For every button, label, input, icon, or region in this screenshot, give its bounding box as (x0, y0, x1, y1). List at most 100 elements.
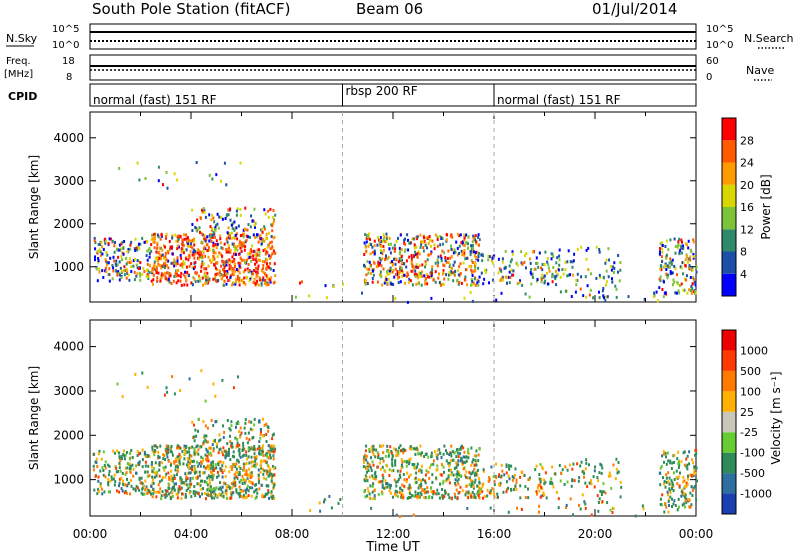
echo-cell (680, 282, 683, 286)
echo-cell (442, 263, 445, 267)
echo-cell (167, 486, 170, 490)
echo-cell (206, 235, 209, 239)
echo-cell (450, 255, 453, 259)
echo-cell (398, 252, 401, 256)
echo-cell (265, 264, 268, 268)
echo-cell (425, 452, 428, 456)
echo-cell (224, 482, 227, 486)
echo-cell (160, 257, 163, 261)
echo-cell (627, 295, 630, 299)
echo-cell (583, 471, 586, 475)
echo-cell (459, 447, 462, 451)
echo-cell (462, 243, 465, 247)
echo-cell (460, 241, 463, 245)
echo-cell (120, 271, 123, 274)
echo-cell (190, 465, 193, 469)
echo-cell (455, 455, 458, 458)
echo-cell (211, 258, 214, 262)
echo-cell (501, 257, 504, 261)
echo-cell (661, 247, 664, 251)
echo-cell (659, 250, 661, 254)
echo-cell (181, 241, 184, 245)
echo-cell (642, 507, 645, 511)
echo-cell (265, 460, 268, 464)
echo-cell (393, 478, 396, 482)
echo-cell (661, 503, 663, 507)
echo-cell (425, 277, 428, 281)
echo-cell (269, 255, 272, 259)
echo-cell (96, 465, 99, 468)
echo-cell (269, 280, 272, 284)
echo-cell (531, 276, 534, 279)
echo-cell (204, 438, 207, 442)
echo-cell (687, 260, 689, 264)
echo-cell (668, 482, 671, 486)
echo-cell (165, 472, 168, 476)
echo-cell (268, 254, 271, 258)
echo-cell (407, 273, 410, 277)
echo-cell (253, 269, 256, 272)
echo-cell (381, 492, 384, 496)
echo-cell (308, 294, 311, 298)
echo-cell (442, 465, 445, 469)
echo-cell (140, 476, 143, 480)
echo-cell (559, 290, 562, 294)
echo-cell (391, 454, 394, 458)
echo-cell (463, 474, 466, 477)
echo-cell (447, 477, 450, 481)
echo-cell (257, 258, 260, 262)
echo-cell (472, 250, 475, 254)
echo-cell (471, 470, 474, 474)
echo-cell (177, 467, 180, 471)
echo-cell (213, 263, 216, 267)
echo-cell (490, 465, 493, 469)
echo-cell (173, 485, 175, 489)
echo-cell (124, 483, 127, 487)
echo-cell (233, 273, 235, 277)
echo-cell (197, 257, 200, 261)
echo-cell (120, 487, 123, 491)
echo-cell (451, 235, 454, 239)
echo-cell (677, 450, 680, 454)
echo-cell (366, 235, 369, 239)
echo-cell (242, 228, 245, 232)
echo-cell (93, 488, 96, 492)
echo-cell (247, 494, 250, 497)
echo-cell (201, 471, 204, 475)
echo-cell (437, 276, 440, 280)
echo-cell (258, 253, 261, 257)
echo-cell (508, 467, 511, 471)
echo-cell (128, 462, 131, 466)
echo-cell (214, 273, 217, 277)
echo-cell (415, 480, 418, 484)
echo-cell (400, 495, 403, 499)
echo-cell (658, 277, 661, 281)
echo-cell (449, 256, 452, 260)
echo-cell (677, 466, 680, 469)
echo-cell (230, 223, 233, 227)
echo-cell (478, 487, 481, 490)
echo-cell (664, 502, 667, 506)
echo-cell (381, 465, 384, 469)
echo-cell (214, 279, 217, 282)
echo-cell (380, 445, 382, 448)
echo-cell (242, 468, 245, 472)
echo-cell (138, 247, 141, 250)
echo-cell (117, 255, 120, 259)
echo-cell (262, 249, 265, 253)
echo-cell (187, 487, 190, 490)
echo-cell (141, 448, 144, 452)
echo-cell (448, 273, 450, 277)
echo-cell (97, 259, 100, 263)
echo-cell (369, 484, 372, 488)
echo-cell (474, 478, 477, 482)
echo-cell (471, 299, 474, 303)
echo-cell (208, 467, 211, 471)
echo-cell (219, 460, 222, 464)
echo-cell (183, 237, 186, 241)
echo-cell (229, 274, 232, 278)
echo-cell (373, 261, 376, 265)
echo-cell (151, 448, 154, 452)
echo-cell (207, 492, 209, 496)
